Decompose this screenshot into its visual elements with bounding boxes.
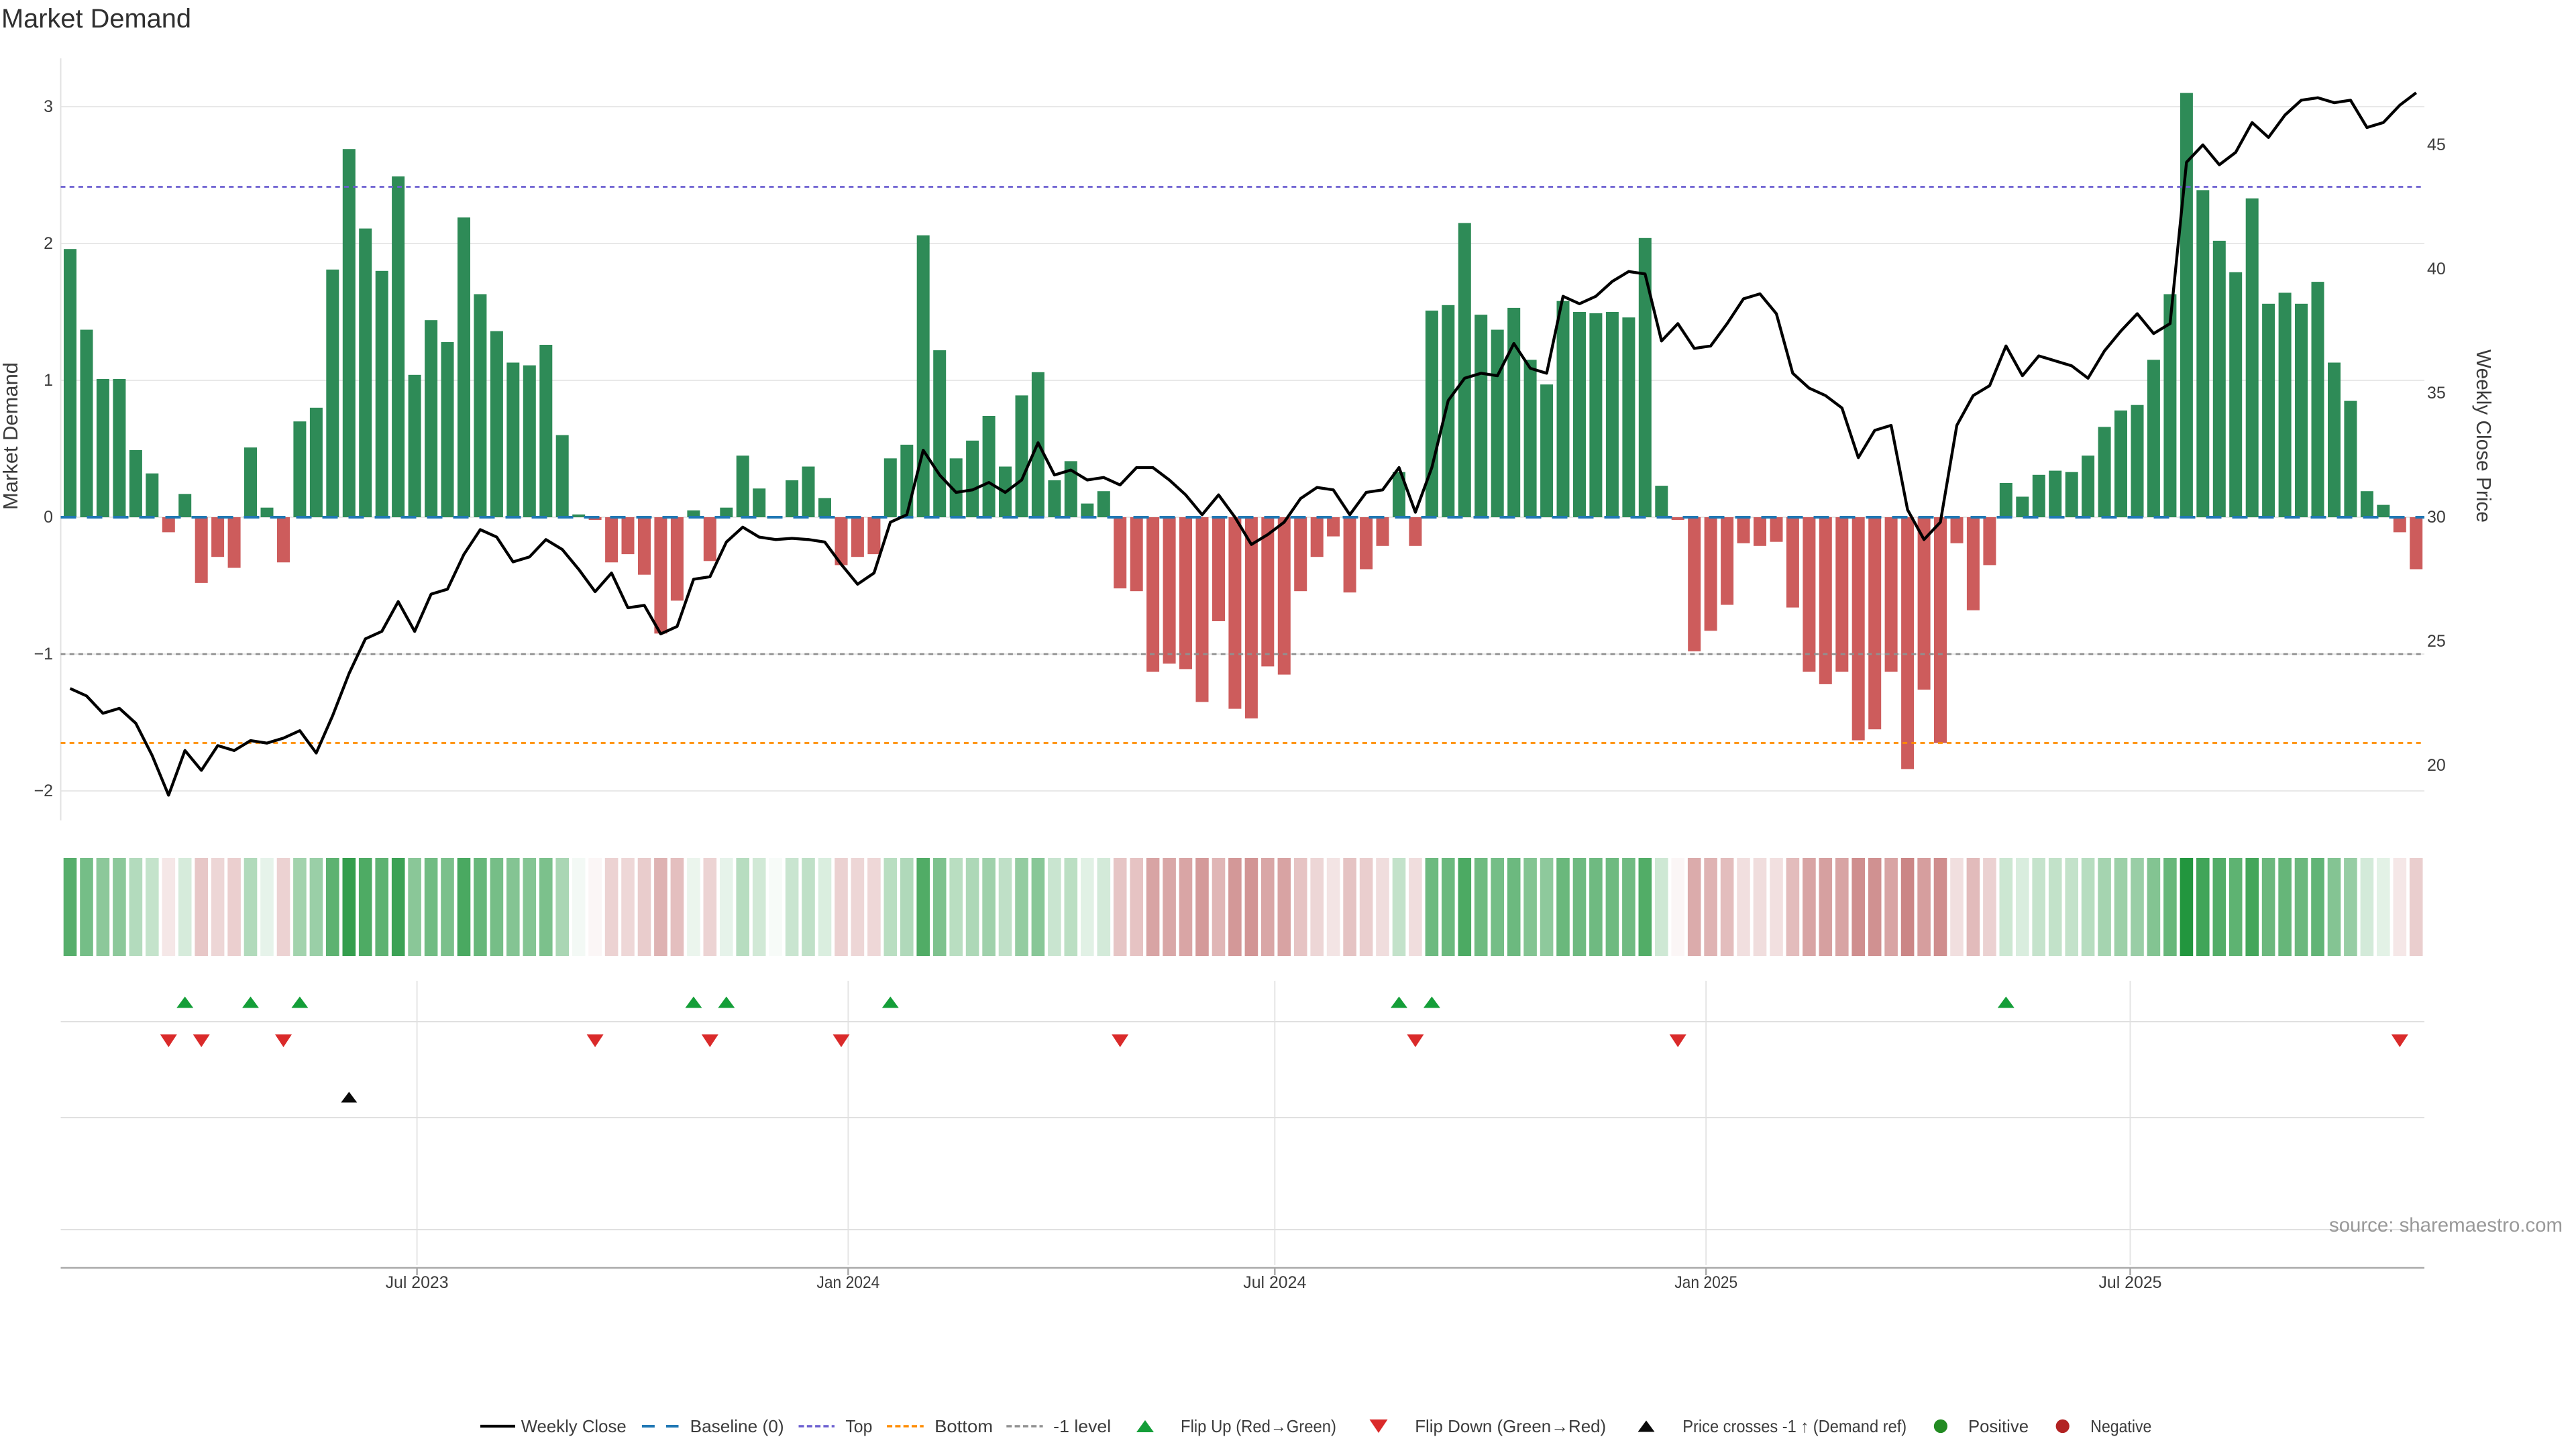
svg-text:Market Demand: Market Demand (0, 362, 22, 510)
svg-text:Jul 2023: Jul 2023 (386, 1273, 449, 1292)
svg-text:Flip Down (Green→Red): Flip Down (Green→Red) (1415, 1416, 1606, 1436)
svg-text:1: 1 (44, 371, 53, 390)
svg-text:source: sharemaestro.com: source: sharemaestro.com (2329, 1214, 2563, 1236)
svg-text:Positive: Positive (1968, 1416, 2029, 1436)
svg-text:Jan 2025: Jan 2025 (1674, 1273, 1737, 1292)
svg-text:45: 45 (2427, 136, 2446, 154)
svg-text:−2: −2 (34, 782, 53, 800)
svg-text:0: 0 (44, 508, 53, 527)
svg-text:Price crosses -1 ↑ (Demand ref: Price crosses -1 ↑ (Demand ref) (1682, 1416, 1907, 1436)
svg-text:Jan 2024: Jan 2024 (816, 1273, 879, 1292)
svg-text:30: 30 (2427, 508, 2446, 527)
svg-text:Weekly Close Price: Weekly Close Price (2472, 350, 2496, 523)
svg-text:Jul 2025: Jul 2025 (2099, 1273, 2162, 1292)
svg-text:Top: Top (845, 1416, 872, 1436)
svg-text:Negative: Negative (2090, 1416, 2151, 1436)
svg-text:−1: −1 (34, 645, 53, 663)
svg-text:2: 2 (44, 234, 53, 253)
svg-text:Weekly Close: Weekly Close (521, 1416, 627, 1436)
svg-text:-1 level: -1 level (1053, 1416, 1111, 1436)
svg-text:Jul 2024: Jul 2024 (1243, 1273, 1306, 1292)
svg-text:40: 40 (2427, 260, 2446, 278)
svg-text:Baseline (0): Baseline (0) (690, 1416, 784, 1436)
svg-text:25: 25 (2427, 632, 2446, 651)
svg-text:3: 3 (44, 97, 53, 116)
svg-text:Bottom: Bottom (934, 1416, 993, 1436)
svg-text:35: 35 (2427, 384, 2446, 402)
svg-text:20: 20 (2427, 756, 2446, 775)
svg-text:Market Demand: Market Demand (1, 4, 191, 34)
svg-text:Flip Up (Red→Green): Flip Up (Red→Green) (1181, 1416, 1336, 1436)
